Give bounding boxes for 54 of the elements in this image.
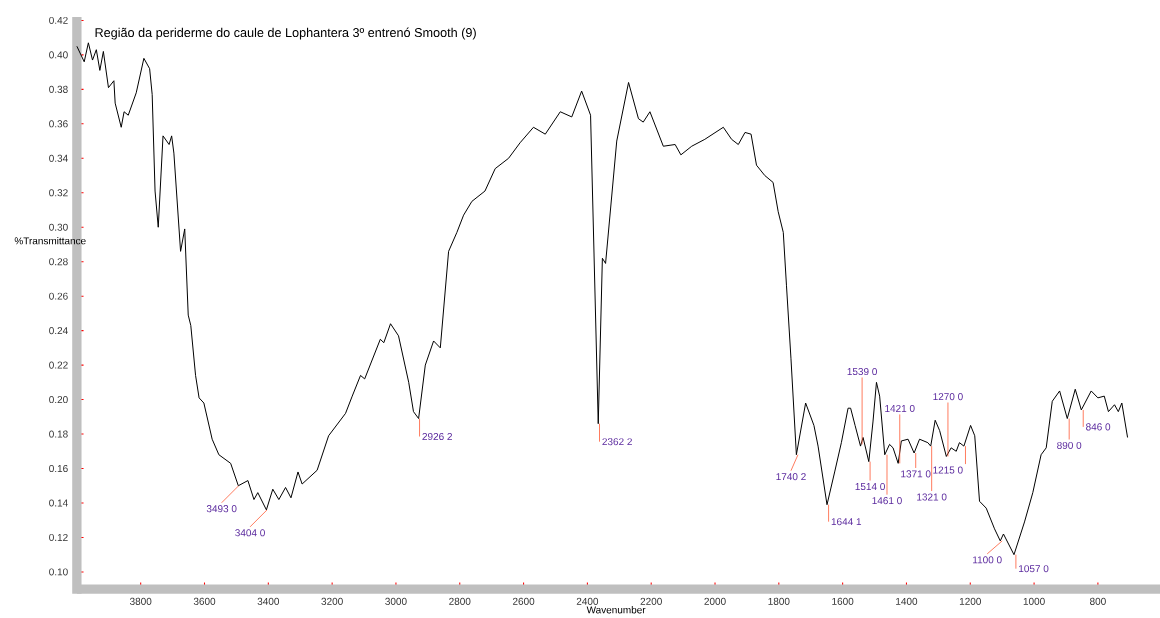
annotation: 2926 2	[422, 433, 452, 441]
x-tick-label: 1400	[896, 597, 918, 606]
y-axis-title: %Transmittance	[14, 237, 86, 245]
x-tick-label: 2200	[640, 597, 662, 606]
y-tick-label: 0.16	[49, 465, 68, 473]
annotation: 1371 0	[901, 470, 931, 478]
annotation: 2362 2	[602, 438, 632, 446]
x-tick-label: 3000	[385, 597, 407, 606]
annotation: 1421 0	[885, 405, 915, 413]
x-tick-label: 2600	[512, 597, 535, 606]
y-tick-label: 0.40	[49, 51, 68, 59]
x-tick-label: 1200	[959, 597, 981, 606]
annotation: 1644 1	[831, 518, 862, 526]
annotation: 1215 0	[933, 466, 963, 474]
y-tick-label: 0.36	[49, 120, 68, 128]
y-tick-label: 0.32	[49, 189, 68, 197]
y-tick-label: 0.30	[49, 223, 68, 231]
y-tick-label: 0.38	[49, 85, 68, 93]
y-tick-label: 0.14	[49, 499, 68, 507]
x-tick-label: 1800	[768, 597, 790, 606]
y-tick-label: 0.20	[49, 396, 68, 404]
annotation: 3404 0	[235, 529, 265, 537]
y-tick-label: 0.34	[49, 154, 68, 162]
annotation: 1270 0	[933, 393, 963, 401]
annotation: 846 0	[1086, 423, 1111, 431]
x-tick-label: 3600	[193, 597, 216, 606]
x-tick-label: 3400	[257, 597, 280, 606]
y-tick-label: 0.22	[49, 361, 68, 369]
x-tick-label: 3200	[321, 597, 343, 606]
x-tick-label: 800	[1090, 597, 1106, 606]
x-tick-label: 1000	[1023, 597, 1045, 606]
annotation: 1514 0	[855, 483, 885, 491]
y-tick-label: 0.18	[49, 430, 68, 438]
annotation: 1461 0	[872, 497, 902, 505]
text: Região da periderme do caule de Lophantera 3º entrenó Smooth (9)	[95, 27, 476, 40]
annotation: 1539 0	[847, 368, 877, 376]
x-tick-label: 2400	[576, 597, 599, 606]
annotation: 1321 0	[917, 493, 947, 501]
annotation: 1740 2	[776, 473, 806, 481]
x-tick-label: 2000	[704, 597, 726, 606]
y-tick-label: 0.12	[49, 533, 68, 542]
y-tick-label: 0.26	[49, 292, 68, 300]
y-tick-label: 0.42	[49, 16, 68, 25]
y-tick-label: 0.24	[49, 327, 68, 335]
x-axis-title: Wavenumber	[586, 606, 646, 614]
annotation: 1100 0	[973, 556, 1002, 564]
y-tick-label: 0.10	[49, 568, 68, 576]
annotation: 3493 0	[206, 505, 237, 513]
x-tick-label: 3800	[129, 597, 152, 606]
annotation: 890 0	[1057, 441, 1082, 450]
y-tick-label: 0.28	[49, 258, 68, 266]
x-tick-label: 1600	[832, 597, 854, 606]
annotation: 1057 0	[1019, 565, 1049, 573]
x-tick-label: 2800	[449, 597, 471, 606]
